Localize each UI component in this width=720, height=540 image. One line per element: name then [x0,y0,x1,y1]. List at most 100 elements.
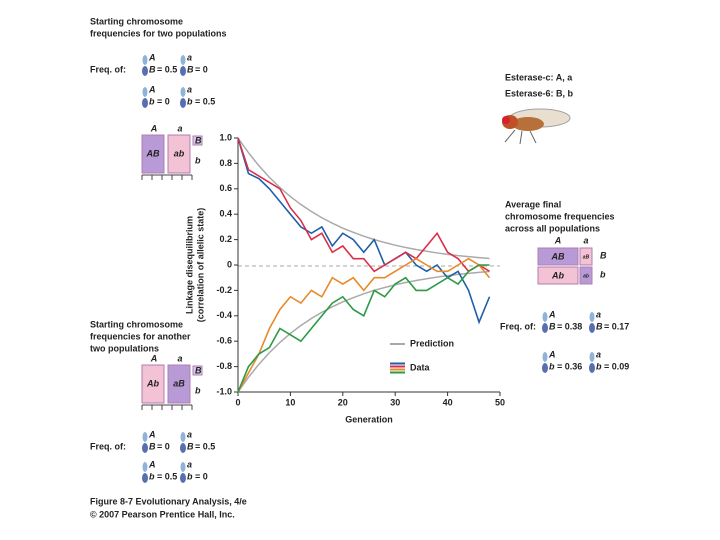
y-axis-label: (correlation of allelic state) [195,208,205,323]
box-cell-label: AB [146,148,160,158]
box-cell-label: AB [551,251,565,261]
allele: b [149,471,155,481]
y-tick-label: 0.8 [219,158,232,168]
y-tick-label: -1.0 [216,386,232,396]
chromosome [180,87,186,97]
box-cell [537,247,579,266]
data-line [237,137,490,260]
box-cell [167,134,191,174]
chromosome [542,363,548,373]
box-cell-label: Ab [146,378,159,388]
box-cell [167,364,191,404]
allele: B [596,321,603,331]
allele: A [148,459,156,469]
box-cell-label: Ab [551,270,564,280]
allele: B [149,441,156,451]
y-tick-label: -0.2 [216,285,232,295]
panel-title: Starting chromosome [90,319,183,329]
chromosome [142,55,148,65]
box-row: B [195,365,202,375]
box-col: a [177,123,182,133]
chromosome [142,432,148,442]
frequency: = 0 [195,471,208,481]
chromosome [180,432,186,442]
allele: A [148,429,156,439]
chromosome [180,462,186,472]
allele: a [187,52,192,62]
box-cell-label: aB [173,378,185,388]
footer: © 2007 Pearson Prentice Hall, Inc. [90,509,235,519]
data-line [237,137,490,273]
panel-title: Average final [505,199,561,209]
allele: A [548,349,556,359]
chromosome [142,462,148,472]
allele: B [549,321,556,331]
fly-illustration [502,108,571,145]
chromosome [180,55,186,65]
chromosome [589,352,595,362]
freq-label: Freq. of: [500,321,536,331]
frequency: = 0.17 [604,321,629,331]
legend-label: Prediction [410,338,454,348]
chromosome [142,98,148,108]
box-cell-label: aB [583,254,590,260]
frequency: = 0.5 [195,96,215,106]
y-tick-label: 0.6 [219,183,232,193]
chromosome [589,363,595,373]
freq-label: Freq. of: [90,441,126,451]
x-tick-label: 20 [338,397,348,407]
allele: b [187,471,193,481]
allele: a [596,309,601,319]
data-line [237,270,490,393]
box-cell [141,134,165,174]
x-tick-label: 30 [390,397,400,407]
x-axis-label: Generation [345,414,393,424]
box-row: b [195,385,201,395]
frequency: = 0.36 [557,361,582,371]
allele: b [549,361,555,371]
frequency: = 0.5 [195,441,215,451]
box-cell [537,266,579,285]
box-col: A [554,235,562,245]
allele: b [596,361,602,371]
box-cell [141,364,165,404]
allele: b [187,96,193,106]
row-key [192,135,203,146]
chromosome [180,473,186,483]
allele: A [548,309,556,319]
y-tick-label: -0.4 [216,310,232,320]
y-tick-label: -0.6 [216,336,232,346]
x-tick-label: 50 [495,397,505,407]
allele: A [148,84,156,94]
allele: a [187,429,192,439]
chromosome [142,443,148,453]
data-line [237,257,491,393]
allele: a [596,349,601,359]
chromosome [589,312,595,322]
box-row: b [600,269,606,279]
y-tick-label: -0.8 [216,361,232,371]
y-tick-label: 1.0 [219,132,232,142]
panel-title: two populations [90,343,159,353]
panel-title: chromosome frequencies [505,211,615,221]
box-row: b [195,155,201,165]
x-tick-label: 0 [235,397,240,407]
frequency: = 0 [157,96,170,106]
frequency: = 0.38 [557,321,582,331]
frequency: = 0.09 [604,361,629,371]
chromosome [542,312,548,322]
frequency: = 0 [195,64,208,74]
box-cell-label: ab [174,148,185,158]
box-row: B [600,250,607,260]
box-cell-label: ab [583,273,589,279]
chromosome [142,473,148,483]
box-cell [579,266,593,285]
box-col: a [177,353,182,363]
frequency: = 0.5 [157,471,177,481]
panel-title: frequencies for another [90,331,191,341]
panel-title: Starting chromosome [90,16,183,26]
y-axis-label: Linkage disequilibrium [184,216,194,314]
box-col: A [150,353,158,363]
chromosome [542,352,548,362]
gene-label: Esterase-c: A, a [505,72,573,82]
